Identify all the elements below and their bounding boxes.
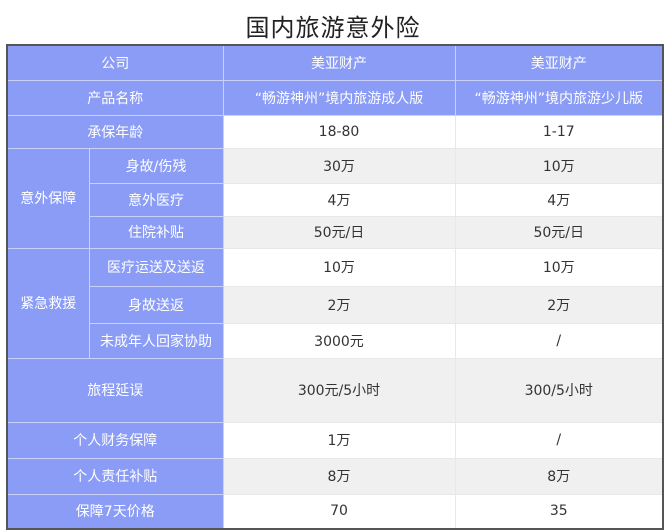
company-label: 公司 — [6, 44, 224, 81]
table-row: 保障7天价格 70 35 — [6, 493, 664, 530]
value-cell: 35 — [454, 493, 664, 530]
value-cell: 10万 — [222, 247, 456, 287]
row-label: 保障7天价格 — [6, 493, 224, 530]
value-cell: 8万 — [222, 457, 456, 495]
group-label: 意外保障 — [6, 147, 90, 249]
row-label: 身故/伤残 — [88, 147, 224, 184]
table-row: 意外医疗 4万 4万 — [7, 182, 664, 217]
product-cell: “畅游神州”境内旅游少儿版 — [454, 79, 664, 116]
value-cell: 18-80 — [222, 114, 456, 149]
row-label: 未成年人回家协助 — [88, 322, 224, 359]
table-row: 未成年人回家协助 3000元 / — [7, 322, 664, 359]
value-cell: 2万 — [222, 285, 456, 324]
row-label: 个人责任补贴 — [6, 457, 224, 495]
value-cell: 3000元 — [222, 322, 456, 359]
table-row: 身故送返 2万 2万 — [7, 285, 664, 324]
product-label: 产品名称 — [6, 79, 224, 116]
table-row: 紧急救援 医疗运送及送返 10万 10万 — [6, 247, 664, 359]
value-cell: 1-17 — [454, 114, 664, 149]
row-label: 身故送返 — [88, 285, 224, 324]
table-row-product: 产品名称 “畅游神州”境内旅游成人版 “畅游神州”境内旅游少儿版 — [6, 79, 664, 116]
row-label: 承保年龄 — [6, 114, 224, 149]
value-cell: 50元/日 — [222, 215, 456, 249]
value-cell: 300/5小时 — [454, 357, 664, 423]
table-row: 个人财务保障 1万 / — [6, 421, 664, 459]
value-cell: 10万 — [454, 147, 664, 184]
value-cell: / — [454, 421, 664, 459]
value-cell: 4万 — [222, 182, 456, 217]
row-label: 医疗运送及送返 — [88, 247, 224, 287]
table-row: 旅程延误 300元/5小时 300/5小时 — [6, 357, 664, 423]
table-row: 住院补贴 50元/日 50元/日 — [7, 215, 664, 249]
product-cell: “畅游神州”境内旅游成人版 — [222, 79, 456, 116]
value-cell: 8万 — [454, 457, 664, 495]
table-row: 意外保障 身故/伤残 30万 10万 — [6, 147, 664, 249]
value-cell: / — [454, 322, 664, 359]
company-cell: 美亚财产 — [454, 44, 664, 81]
table-row: 个人责任补贴 8万 8万 — [6, 457, 664, 495]
value-cell: 10万 — [454, 247, 664, 287]
table-row: 承保年龄 18-80 1-17 — [6, 114, 664, 149]
value-cell: 2万 — [454, 285, 664, 324]
value-cell: 70 — [222, 493, 456, 530]
insurance-comparison-table: 公司 美亚财产 美亚财产 产品名称 “畅游神州”境内旅游成人版 “畅游神州”境内… — [6, 44, 664, 530]
value-cell: 300元/5小时 — [222, 357, 456, 423]
value-cell: 50元/日 — [454, 215, 664, 249]
value-cell: 1万 — [222, 421, 456, 459]
row-label: 意外医疗 — [88, 182, 224, 217]
company-cell: 美亚财产 — [222, 44, 456, 81]
value-cell: 30万 — [222, 147, 456, 184]
row-label: 旅程延误 — [6, 357, 224, 423]
table-row-company: 公司 美亚财产 美亚财产 — [6, 44, 664, 81]
row-label: 住院补贴 — [88, 215, 224, 249]
value-cell: 4万 — [454, 182, 664, 217]
group-label: 紧急救援 — [6, 247, 90, 359]
page-title: 国内旅游意外险 — [245, 14, 421, 42]
row-label: 个人财务保障 — [6, 421, 224, 459]
